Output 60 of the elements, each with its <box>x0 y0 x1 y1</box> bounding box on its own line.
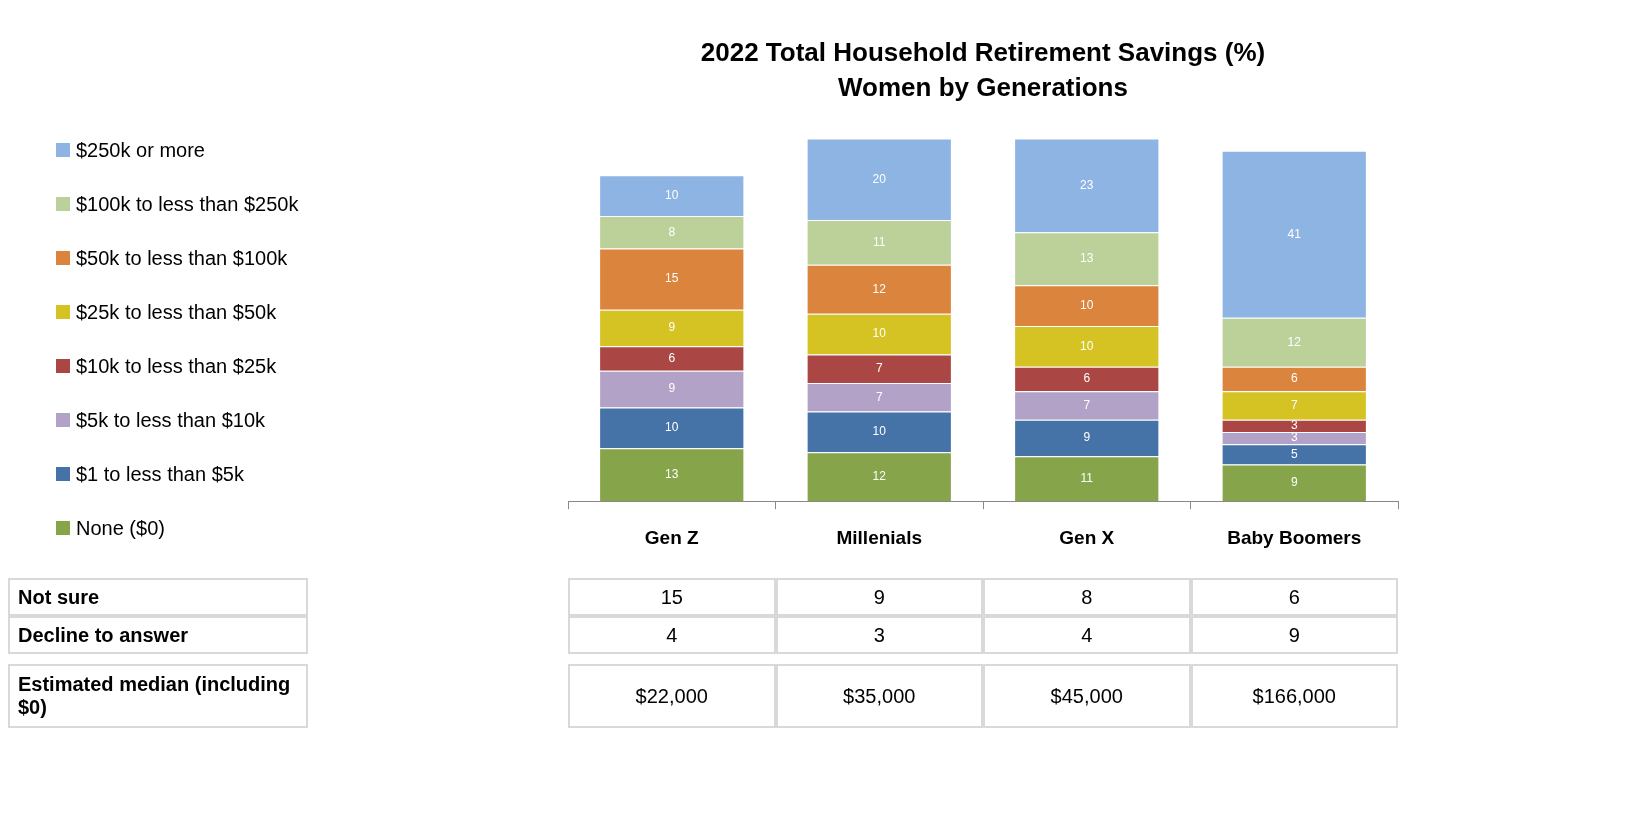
data-label: 7 <box>1083 397 1091 412</box>
data-label: 10 <box>1080 338 1094 353</box>
data-label: 23 <box>1080 177 1094 192</box>
text: $22,000 <box>568 664 776 728</box>
data-label: 6 <box>668 350 676 365</box>
data-label: 13 <box>665 467 679 482</box>
data-label: 12 <box>872 469 887 484</box>
data-label: 10 <box>1080 297 1094 312</box>
data-label: 10 <box>665 187 679 202</box>
data-label: 11 <box>873 234 886 249</box>
data-label: 15 <box>665 271 679 286</box>
data-label: 41 <box>1287 226 1302 241</box>
text: $35,000 <box>775 664 983 728</box>
legend-label: $250k or more <box>76 138 205 162</box>
text: Estimated median (including $0) <box>8 664 308 728</box>
data-label: 9 <box>668 320 676 335</box>
text: 8 <box>983 578 1191 616</box>
text: 9 <box>1190 616 1398 654</box>
legend-label: None ($0) <box>76 516 165 540</box>
data-label: 13 <box>1080 251 1094 266</box>
text: 15 <box>568 578 776 616</box>
data-label: 5 <box>1290 446 1298 461</box>
data-label: 12 <box>1287 334 1302 349</box>
legend-label: $100k to less than $250k <box>76 192 299 216</box>
legend-label: $25k to less than $50k <box>76 300 277 324</box>
x-tick-label: Baby Boomers <box>1227 526 1362 548</box>
data-label: 10 <box>872 326 887 341</box>
text: 9 <box>775 578 983 616</box>
data-label: 3 <box>1290 418 1298 433</box>
legend-label: $50k to less than $100k <box>76 246 288 270</box>
text: 4 <box>568 616 776 654</box>
data-label: 6 <box>1290 371 1298 386</box>
text: Decline to answer <box>8 616 308 654</box>
x-tick-label: Millenials <box>836 526 923 548</box>
data-label: 10 <box>665 420 679 435</box>
data-label: 9 <box>668 381 676 396</box>
chart-subtitle: Women by Generations <box>838 71 1128 102</box>
legend-label: $10k to less than $25k <box>76 354 277 378</box>
legend-label: $1 to less than $5k <box>76 462 244 486</box>
data-label: 7 <box>875 361 883 376</box>
data-label: 6 <box>1083 371 1091 386</box>
text: Not sure <box>8 578 308 616</box>
data-label: 20 <box>872 171 887 186</box>
text: 6 <box>1190 578 1398 616</box>
data-label: 9 <box>1083 430 1091 445</box>
data-label: 12 <box>872 281 887 296</box>
data-label: 9 <box>1290 475 1298 490</box>
x-tick-label: Gen Z <box>644 526 700 548</box>
data-label: 8 <box>668 224 676 239</box>
text: 4 <box>983 616 1191 654</box>
data-label: 11 <box>1080 471 1094 486</box>
legend-label: $5k to less than $10k <box>76 408 266 432</box>
data-label: 7 <box>875 389 883 404</box>
x-tick-label: Gen X <box>1059 526 1115 548</box>
text: 3 <box>775 616 983 654</box>
data-label: 10 <box>872 424 887 439</box>
data-label: 7 <box>1290 397 1298 412</box>
text: $45,000 <box>983 664 1191 728</box>
text: $166,000 <box>1190 664 1398 728</box>
chart-title: 2022 Total Household Retirement Savings (%) <box>700 36 1266 67</box>
